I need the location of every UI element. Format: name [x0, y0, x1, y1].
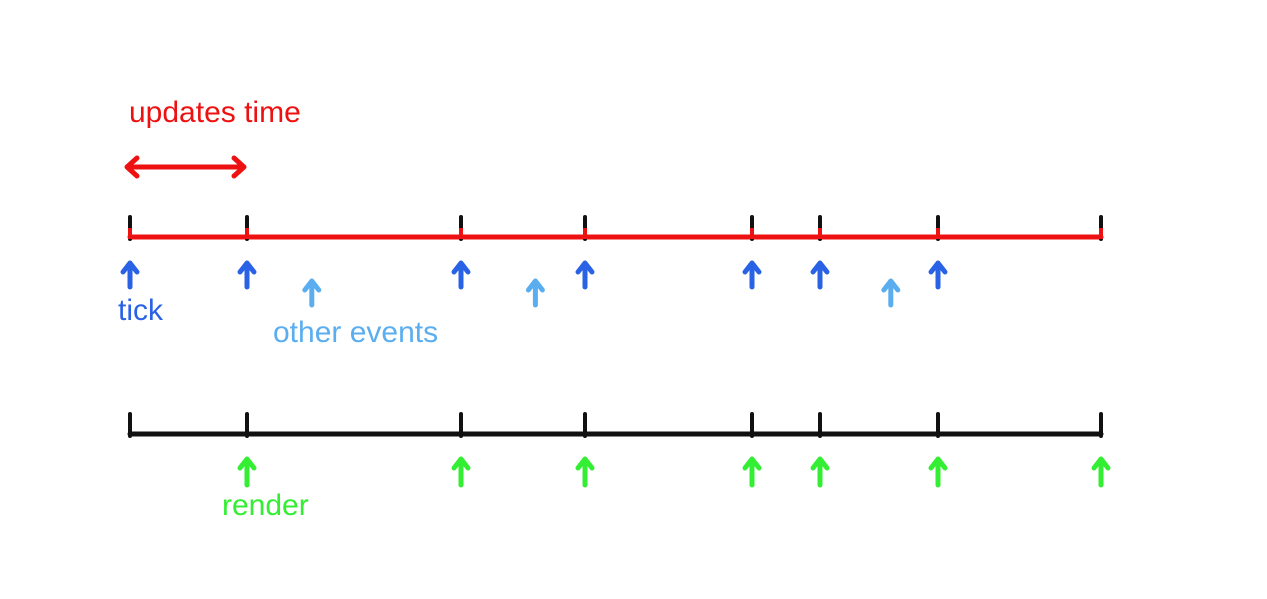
render-timeline [127, 412, 1104, 438]
render-arrows [237, 456, 1111, 488]
tick-label: tick [118, 294, 163, 327]
updates-time-label: updates time [129, 96, 301, 129]
tick-arrow [451, 260, 471, 290]
other-event-arrow [881, 278, 901, 308]
other-event-arrows [302, 278, 901, 308]
render-arrow [575, 456, 595, 488]
tick-arrow [810, 260, 830, 290]
render-arrow [451, 456, 471, 488]
tick-arrows [120, 260, 948, 290]
render-arrow [742, 456, 762, 488]
other-event-arrow [525, 278, 545, 308]
tick-arrow [575, 260, 595, 290]
span-left-head [124, 155, 140, 179]
tick-arrow [742, 260, 762, 290]
updates-time-span-arrow [124, 155, 247, 179]
other-event-arrow [302, 278, 322, 308]
tick-arrow [120, 260, 140, 290]
render-arrow [237, 456, 257, 488]
span-right-head [231, 155, 247, 179]
render-arrow [810, 456, 830, 488]
tick-arrow [928, 260, 948, 290]
tick-arrow [237, 260, 257, 290]
render-arrow [928, 456, 948, 488]
render-label: render [222, 489, 309, 522]
update-timeline [127, 215, 1104, 241]
other-events-label: other events [273, 316, 439, 349]
render-arrow [1091, 456, 1111, 488]
